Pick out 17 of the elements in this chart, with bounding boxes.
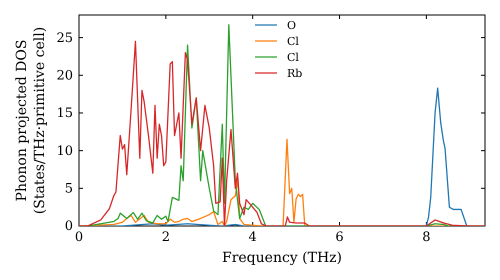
x-axis-title: Frequency (THz)	[222, 250, 342, 266]
y-tick-label: 25	[56, 30, 73, 46]
x-tick-label: 6	[335, 230, 344, 246]
y-tick-label: 5	[64, 181, 73, 196]
y-tick-label: 0	[64, 219, 73, 234]
x-tick-label: 0	[74, 230, 84, 246]
y-tick-label: 20	[56, 68, 73, 84]
y-tick-label: 15	[56, 106, 73, 122]
y-tick-label: 10	[56, 144, 73, 159]
x-tick-label: 8	[422, 230, 431, 246]
legend-label: O	[287, 19, 296, 32]
x-tick-label: 2	[162, 230, 170, 246]
legend-label: Rb	[287, 67, 302, 80]
y-axis-title: Phonon projected DOS (States/THz·primitive cell)	[14, 26, 48, 214]
legend-label: Cl	[287, 51, 300, 64]
x-tick-label: 4	[248, 230, 257, 246]
legend-label: Cl	[287, 35, 300, 48]
